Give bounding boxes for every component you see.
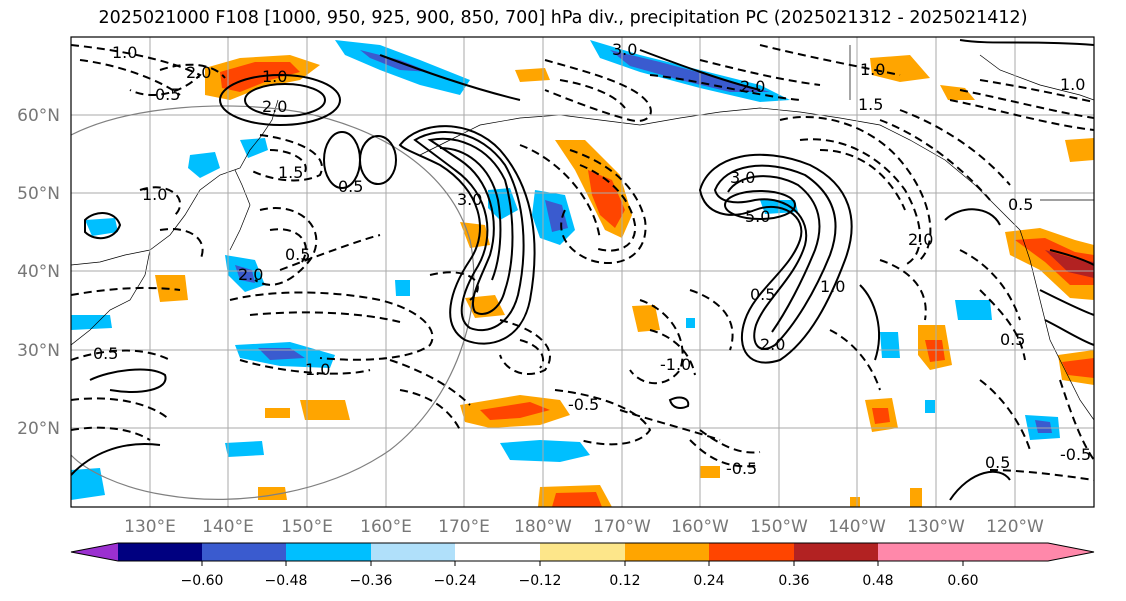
contour-labels: 1.0 2.0 0.5 1.0 2.0 1.5 0.5 1.0 2.0 0.5 … xyxy=(93,40,1091,478)
contour-label: 0.5 xyxy=(285,245,310,264)
range-circle xyxy=(71,105,475,500)
contour-label: 1.0 xyxy=(860,60,885,79)
contour-label: 0.5 xyxy=(1008,195,1033,214)
contour-label: 2.0 xyxy=(908,230,933,249)
lon-label: 160°W xyxy=(671,517,729,537)
dashed-contours xyxy=(71,44,1094,481)
map-border xyxy=(70,36,1095,508)
latitude-labels: 60°N 50°N 40°N 30°N 20°N xyxy=(17,106,60,439)
lon-label: 160°E xyxy=(360,517,412,537)
colorbar-segment xyxy=(455,543,540,561)
contour-label: 1.5 xyxy=(278,163,303,182)
colorbar-tick: 0.60 xyxy=(947,573,978,589)
colorbar-segment xyxy=(625,543,709,561)
lon-label: 170°E xyxy=(438,517,490,537)
lat-label: 60°N xyxy=(17,106,60,126)
contour-label: 3.0 xyxy=(612,40,637,59)
contour-label: 1.5 xyxy=(858,95,883,114)
lon-label: 180°W xyxy=(514,517,572,537)
colorbar-tick: 0.24 xyxy=(693,573,724,589)
colorbar-segment xyxy=(794,543,878,561)
colorbar-tick: −0.36 xyxy=(350,573,393,589)
colorbar-tick: 0.12 xyxy=(609,573,640,589)
lon-label: 120°W xyxy=(986,517,1044,537)
contour-label: 0.5 xyxy=(155,85,180,104)
contour-label: 0.5 xyxy=(93,344,118,363)
lat-label: 20°N xyxy=(17,419,60,439)
lat-label: 40°N xyxy=(17,262,60,282)
longitude-labels: 130°E 140°E 150°E 160°E 170°E 180°W 170°… xyxy=(124,517,1044,537)
solid-contours xyxy=(71,39,1094,501)
map-frame xyxy=(71,37,1094,507)
contour-label: -0.5 xyxy=(568,395,599,414)
lon-label: 130°E xyxy=(124,517,176,537)
colorbar-outline xyxy=(70,542,1095,562)
contour-label: -0.5 xyxy=(726,459,757,478)
colorbar-segment xyxy=(878,543,963,561)
lon-label: 130°W xyxy=(907,517,965,537)
colorbar-segment xyxy=(540,543,625,561)
contour-label: 2.0 xyxy=(760,335,785,354)
lat-label: 30°N xyxy=(17,341,60,361)
contour-label: 0.5 xyxy=(1000,330,1025,349)
coastlines xyxy=(71,45,1094,421)
contour-label: 2.0 xyxy=(238,265,263,284)
contour-label: 1.0 xyxy=(112,43,137,62)
map-title: 2025021000 F108 [1000, 950, 925, 900, 85… xyxy=(98,8,1028,28)
contour-label: 1.0 xyxy=(262,67,287,86)
lon-label: 140°E xyxy=(202,517,254,537)
colorbar: −0.60 −0.48 −0.36 −0.24 −0.12 0.12 0.24 … xyxy=(70,542,1095,589)
colorbar-extend-high xyxy=(963,543,1094,561)
contour-label: -0.5 xyxy=(1060,445,1091,464)
contour-label: 1.0 xyxy=(1060,75,1085,94)
colorbar-segment xyxy=(202,543,286,561)
contour-label: 2.0 xyxy=(262,97,287,116)
precip-shading xyxy=(71,40,1094,507)
lon-label: 150°E xyxy=(281,517,333,537)
contour-label: 2.0 xyxy=(740,77,765,96)
contour-label: -1.0 xyxy=(660,355,691,374)
contour-label: 3.0 xyxy=(457,190,482,209)
colorbar-segment xyxy=(371,543,455,561)
lon-label: 170°W xyxy=(593,517,651,537)
contour-label: 1.0 xyxy=(820,277,845,296)
lon-label: 140°W xyxy=(828,517,886,537)
colorbar-tick: −0.12 xyxy=(519,573,562,589)
colorbar-segment xyxy=(286,543,371,561)
contour-label: 1.0 xyxy=(142,185,167,204)
contour-label: 3.0 xyxy=(730,168,755,187)
contour-label: 2.0 xyxy=(186,63,211,82)
contour-label: 5.0 xyxy=(745,207,770,226)
colorbar-tick: 0.48 xyxy=(862,573,893,589)
colorbar-tick: −0.60 xyxy=(181,573,224,589)
contour-label: 1.0 xyxy=(305,360,330,379)
lat-label: 50°N xyxy=(17,184,60,204)
colorbar-tick: −0.48 xyxy=(265,573,308,589)
lon-label: 150°W xyxy=(750,517,808,537)
colorbar-tick: 0.36 xyxy=(778,573,809,589)
gridlines xyxy=(71,37,1094,507)
colorbar-segment xyxy=(118,543,202,561)
colorbar-segment xyxy=(709,543,794,561)
contour-label: 0.5 xyxy=(338,177,363,196)
colorbar-tick: −0.24 xyxy=(434,573,477,589)
colorbar-extend-low xyxy=(71,543,118,561)
contour-label: 0.5 xyxy=(750,285,775,304)
contour-label: 0.5 xyxy=(985,453,1010,472)
